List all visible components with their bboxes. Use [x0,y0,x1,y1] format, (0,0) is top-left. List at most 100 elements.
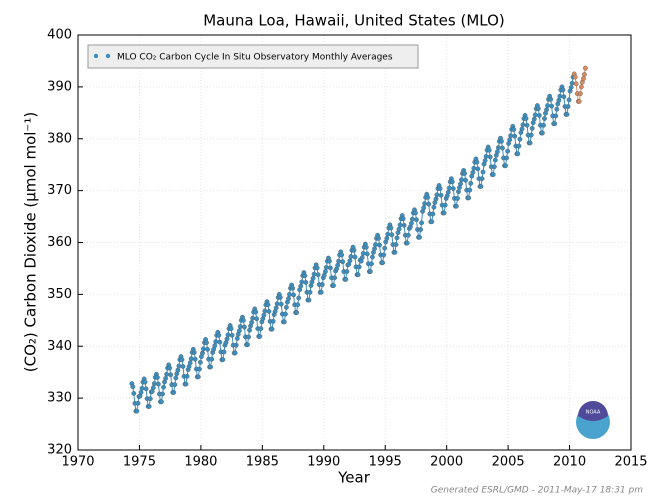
point [257,333,263,339]
point [356,264,362,270]
point [344,269,350,274]
noaa-logo: NOAA [576,401,610,439]
chart-title: Mauna Loa, Hawaii, United States (MLO) [203,12,505,30]
point [254,316,260,322]
point [351,247,357,253]
point [458,181,463,187]
point [535,106,541,112]
point [234,336,240,341]
point [225,332,231,338]
point [576,99,582,104]
point [441,210,447,216]
point [176,363,182,369]
point [319,282,325,287]
point [146,404,152,409]
point [138,390,144,395]
point [283,311,288,317]
point [184,373,190,379]
point [541,122,546,128]
point [315,272,321,278]
point [495,149,500,155]
point [352,254,358,260]
point [266,309,272,314]
x-tick-label: 2010 [553,455,586,470]
point [179,357,185,363]
point [577,91,583,97]
point [459,177,464,183]
point [164,371,170,377]
point [532,112,538,118]
point [340,259,346,265]
point [151,381,157,386]
point [520,122,526,128]
point [527,140,533,146]
point [183,381,189,387]
point [261,312,267,318]
point [539,130,545,136]
point [217,339,223,345]
point [167,365,173,371]
point [347,258,353,264]
legend-marker [93,53,99,59]
point [348,254,354,259]
point [221,349,227,355]
point [246,334,251,340]
x-tick-label: 2005 [492,455,525,470]
point [237,324,243,329]
point [583,65,588,71]
point [380,260,386,266]
point [314,265,320,271]
point [557,93,563,99]
point [370,254,375,260]
point [566,97,572,103]
point [419,220,424,226]
point [462,171,468,176]
y-axis-label: (CO₂) Carbon Dioxide (μmol mol⁻¹) [22,112,40,372]
y-tick-label: 340 [47,339,72,354]
point [578,84,584,90]
point [201,346,206,352]
point [422,201,428,206]
y-tick-label: 400 [47,28,72,43]
point [568,84,574,90]
point [517,136,523,142]
point [394,235,400,241]
logo-text: NOAA [586,410,601,416]
point [425,194,431,200]
point [581,76,586,81]
point [328,265,333,271]
point [545,103,550,108]
point [529,125,535,131]
point [360,250,366,256]
point [318,289,324,295]
point [208,364,213,370]
point [253,309,259,315]
point [437,186,443,191]
point [548,96,554,102]
point [479,176,485,182]
point [143,386,149,392]
point [418,227,424,232]
point [475,166,481,172]
point [220,357,226,363]
point [249,319,255,325]
point [519,126,525,132]
point [401,222,407,228]
point [512,133,518,139]
point [168,372,174,378]
y-tick-label: 330 [47,391,72,406]
point [216,332,222,338]
point [204,340,209,346]
point [542,116,547,121]
point [367,269,373,274]
point [269,326,275,332]
point [364,251,370,257]
x-tick-label: 2000 [430,455,463,470]
point [224,336,230,342]
point [474,159,480,165]
point [273,305,279,311]
point [302,273,308,279]
point [281,319,287,325]
point [197,359,203,365]
